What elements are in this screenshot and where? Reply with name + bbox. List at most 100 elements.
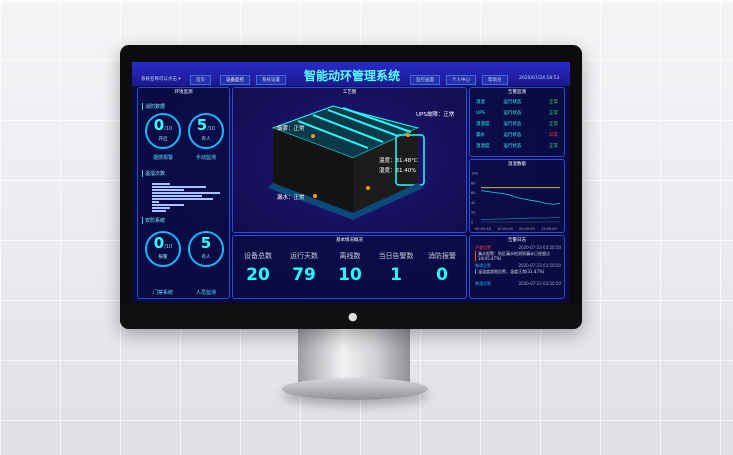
header: 系统名称可以点击 ▾ 首页 设备监控 系统设置 智能动环管理系统 监控画面 个人… bbox=[132, 62, 570, 86]
nav-monitor-view[interactable]: 监控画面 bbox=[410, 75, 440, 85]
status-state: 运行状态 bbox=[503, 122, 522, 127]
status-result: 正常 bbox=[548, 122, 558, 127]
status-row: 温湿 运行状态 正常 bbox=[476, 100, 558, 106]
stat-value: 10 bbox=[338, 265, 362, 285]
status-result: 正常 bbox=[548, 111, 558, 116]
status-name: 温湿度 bbox=[476, 122, 490, 127]
status-name: UPS bbox=[476, 111, 485, 116]
status-row: 温湿度 运行状态 正常 bbox=[476, 122, 558, 128]
log-time: 2020-07-23 03:50:50 bbox=[518, 281, 561, 286]
x-tick-label: 00:00:18 bbox=[475, 227, 491, 231]
bar bbox=[152, 204, 185, 206]
manual-ring: 5/10 有人 bbox=[188, 113, 224, 149]
system-menu[interactable]: 系统名称可以点击 ▾ bbox=[141, 77, 181, 82]
bar bbox=[152, 207, 170, 209]
ring-value: 0 bbox=[153, 116, 165, 134]
x-tick-label: 12:00:00 bbox=[497, 227, 513, 231]
status-panel: 告警监测 温湿 运行状态 正常 UPS 运行状态 正常 温湿度 运行状态 正常 漏水 运行状态 异常温… bbox=[469, 87, 565, 157]
log-text: 漏水报警：防区漏水检测到漏水已经超过10(45.47%) bbox=[475, 251, 561, 261]
ring-state: 报警 bbox=[158, 255, 168, 260]
status-name: 漏水 bbox=[476, 133, 485, 138]
status-name: 温湿 bbox=[476, 100, 485, 105]
stat-item: 运行天数 79 bbox=[283, 252, 325, 285]
panel-title: 工艺图 bbox=[342, 90, 357, 95]
status-name: 温湿度 bbox=[476, 144, 490, 149]
stat-label: 设备总数 bbox=[244, 252, 272, 260]
status-state: 运行状态 bbox=[503, 100, 522, 105]
stat-value: 1 bbox=[390, 265, 402, 285]
stat-item: 设备总数 20 bbox=[237, 252, 279, 285]
panel-title: 告警日志 bbox=[508, 238, 526, 243]
log-level: 严重告警 bbox=[475, 245, 491, 250]
status-result: 正常 bbox=[548, 100, 558, 105]
log-level: 普通告警 bbox=[475, 263, 491, 268]
chart-panel: 温湿数据 0 20 40 60 80 100 00:00:18 12:00:00 00:00:0… bbox=[469, 159, 565, 233]
status-state: 运行状态 bbox=[503, 111, 522, 116]
log-text: 温湿度超限告警，温度正常(31.47%) bbox=[475, 269, 561, 274]
y-tick-label: 20 bbox=[471, 211, 475, 215]
smoke-callout: 烟雾：正常 bbox=[277, 126, 305, 132]
ups-callout: UPS故障：正常 bbox=[416, 112, 455, 118]
humidity-callout: 湿度：31.40% bbox=[379, 168, 417, 174]
bar bbox=[152, 195, 203, 197]
nav-profile[interactable]: 个人中心 bbox=[446, 75, 476, 85]
y-tick-label: 40 bbox=[471, 201, 475, 205]
ring-label: 人员监测 bbox=[195, 290, 216, 296]
bar bbox=[152, 198, 214, 200]
ring-total: /10 bbox=[207, 126, 216, 132]
ring-state: 有人 bbox=[201, 137, 211, 142]
x-tick-label: 00:00:00 bbox=[519, 227, 535, 231]
temp-callout: 温度：31.48°C bbox=[379, 158, 418, 164]
stats-panel: 基本情况概况 bbox=[232, 235, 467, 299]
security-heading: 安防系统 bbox=[142, 217, 165, 224]
fire-heading: 消防数据 bbox=[142, 103, 165, 110]
stat-value: 79 bbox=[292, 265, 316, 285]
process-diagram: 工艺图 烟雾：正常 UPS故障：正常 温度：31.48°C 湿度：31.40% … bbox=[232, 87, 467, 233]
bar bbox=[152, 210, 167, 212]
nav-help[interactable]: 帮助台 bbox=[482, 75, 508, 85]
ring-total: /10 bbox=[164, 244, 173, 250]
series-line-1 bbox=[480, 190, 561, 205]
server-rack-diagram bbox=[268, 105, 425, 220]
ring-value: 5 bbox=[196, 116, 208, 134]
ring-total: /10 bbox=[164, 126, 173, 132]
nav-settings[interactable]: 系统设置 bbox=[256, 75, 286, 85]
ring-label: 烟感报警 bbox=[152, 155, 173, 161]
ring-label: 门禁系统 bbox=[152, 290, 173, 296]
ring-value: 5 bbox=[200, 234, 212, 252]
access-ring: 0/10 报警 bbox=[145, 231, 181, 267]
bar bbox=[152, 192, 221, 194]
bar bbox=[152, 201, 160, 203]
nav-device-monitor[interactable]: 设备监控 bbox=[220, 75, 250, 85]
series-line-2 bbox=[481, 217, 560, 220]
ring-state: 有人 bbox=[201, 255, 211, 260]
panel-title: 基本情况概况 bbox=[336, 238, 363, 243]
page-title: 智能动环管理系统 bbox=[303, 69, 400, 83]
stat-item: 离线数 10 bbox=[329, 252, 371, 285]
dashboard-screen: 系统名称可以点击 ▾ 首页 设备监控 系统设置 智能动环管理系统 监控画面 个人… bbox=[132, 62, 570, 303]
status-state: 运行状态 bbox=[503, 144, 522, 149]
nav-home[interactable]: 首页 bbox=[190, 75, 211, 85]
ring-state: 开启 bbox=[158, 137, 168, 142]
status-state: 运行状态 bbox=[503, 133, 522, 138]
stat-label: 运行天数 bbox=[290, 252, 318, 260]
stat-item: 消防报警 0 bbox=[421, 252, 463, 285]
stat-label: 消防报警 bbox=[428, 252, 456, 260]
y-tick-label: 100 bbox=[471, 172, 478, 176]
apple-logo-icon: ● bbox=[348, 310, 358, 323]
status-result: 正常 bbox=[548, 144, 558, 149]
log-time: 2020-07-23 03:50:50 bbox=[518, 245, 561, 250]
panel-title: 告警监测 bbox=[508, 90, 526, 95]
smoke-ring: 0/10 开启 bbox=[145, 113, 181, 149]
status-row: 漏水 运行状态 异常 bbox=[476, 133, 558, 139]
x-tick-label: 12:00:00 bbox=[541, 227, 557, 231]
stat-item: 当日告警数 1 bbox=[375, 252, 417, 285]
y-tick-label: 60 bbox=[471, 191, 475, 195]
stat-value: 0 bbox=[436, 265, 448, 285]
y-tick-label: 0 bbox=[471, 221, 473, 225]
stat-value: 20 bbox=[246, 265, 270, 285]
people-ring: 5 有人 bbox=[188, 231, 224, 267]
status-row: 温湿度 运行状态 正常 bbox=[476, 144, 558, 150]
panel-title: 温湿数据 bbox=[508, 162, 526, 167]
left-panel: 环境监测 消防数据 0/10 开启 5/10 有人 烟感报警 手动监测 温湿次数 安… bbox=[137, 87, 230, 299]
